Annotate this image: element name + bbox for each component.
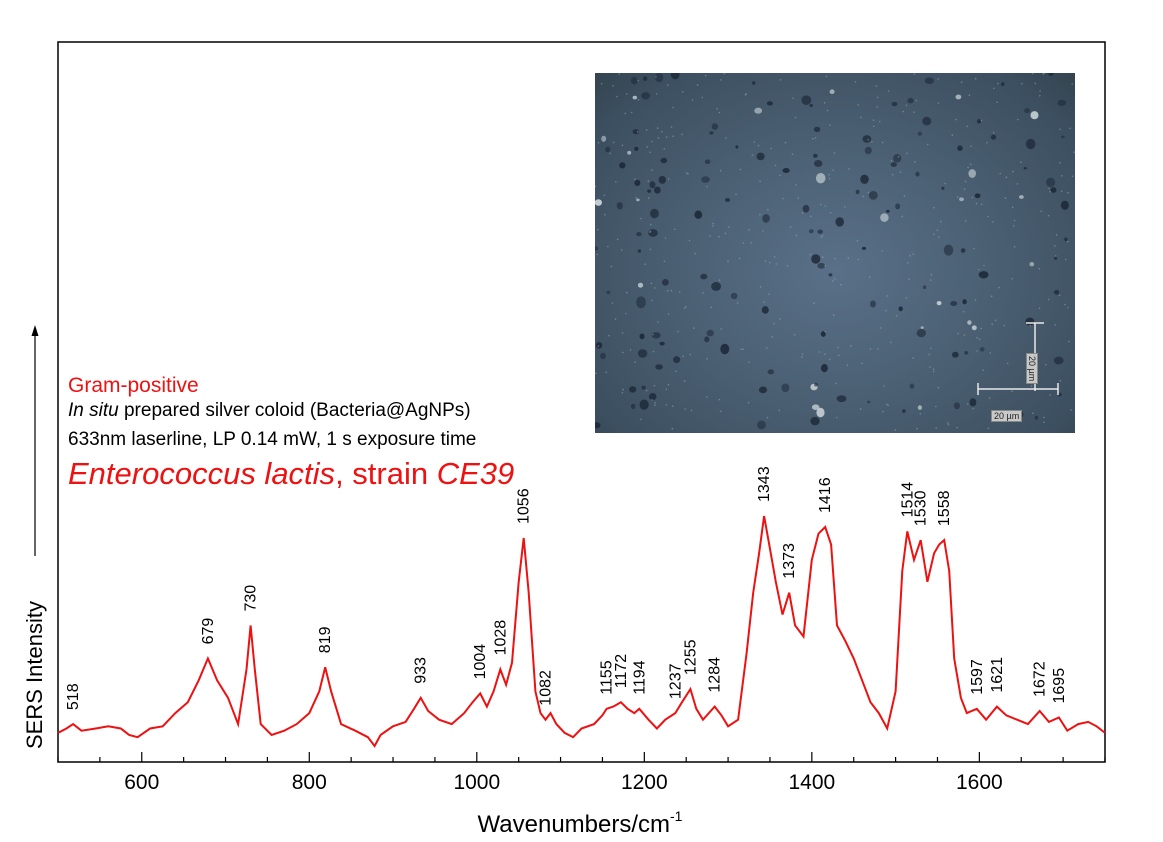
scale-label-vertical: 20 µm: [1026, 353, 1038, 385]
x-tick-label: 600: [124, 771, 159, 794]
y-axis-arrow-head: [31, 325, 39, 336]
peak-label-1514: 1514: [899, 482, 916, 518]
x-tick-label: 1000: [453, 771, 500, 794]
gram-positive-label: Gram-positive: [68, 374, 199, 397]
laser-description: 633nm laserline, LP 0.14 mW, 1 s exposur…: [68, 429, 477, 450]
peak-label-1672: 1672: [1032, 661, 1049, 697]
coloid-italic: In situ: [68, 400, 119, 421]
peak-label-730: 730: [243, 585, 260, 612]
y-axis-label-group: SERS Intensity: [22, 325, 47, 749]
coloid-description: In situ prepared silver coloid (Bacteria…: [68, 400, 471, 422]
peak-label-1004: 1004: [472, 644, 489, 680]
peak-label-679: 679: [200, 618, 217, 645]
peak-label-1056: 1056: [516, 488, 533, 524]
peak-label-1172: 1172: [613, 654, 630, 689]
x-axis-ticks: [57, 752, 1106, 762]
peak-label-819: 819: [317, 626, 334, 653]
peak-label-1194: 1194: [631, 660, 648, 695]
scale-label-horizontal: 20 µm: [991, 410, 1023, 422]
peak-label-1155: 1155: [599, 660, 616, 695]
peak-label-1343: 1343: [756, 466, 773, 502]
peak-label-1416: 1416: [817, 477, 834, 513]
peak-label-1597: 1597: [969, 659, 986, 695]
x-axis-label-exponent: -1: [670, 808, 683, 824]
scale-bar: [977, 322, 1059, 395]
peak-label-1255: 1255: [682, 639, 699, 675]
peak-label-1373: 1373: [781, 543, 798, 579]
spectrum-line: [57, 515, 1106, 748]
peak-label-1284: 1284: [707, 657, 724, 693]
x-axis-tick-labels: 600 800 1000 1200 1400 1600: [124, 771, 1002, 794]
peak-label-1530: 1530: [913, 490, 930, 526]
peak-label-1028: 1028: [492, 620, 509, 656]
x-tick-label: 1200: [621, 771, 668, 794]
microscope-texture: [595, 73, 1075, 431]
y-axis-label: SERS Intensity: [22, 601, 47, 749]
x-tick-label: 1400: [788, 771, 835, 794]
peak-label-1695: 1695: [1051, 668, 1068, 704]
species-name: Enterococcus lactis: [68, 456, 336, 491]
peak-label-518: 518: [65, 683, 82, 710]
coloid-rest: prepared silver coloid (Bacteria@AgNPs): [118, 400, 471, 421]
microscope-inset-image: 20 µm 20 µm: [595, 73, 1075, 433]
peak-label-933: 933: [413, 657, 430, 684]
peak-label-1621: 1621: [989, 657, 1006, 693]
species-strain: CE39: [436, 456, 515, 491]
x-tick-label: 800: [292, 771, 327, 794]
peak-label-1237: 1237: [667, 663, 684, 699]
species-label: Enterococcus lactis, strain CE39: [68, 456, 514, 492]
peak-label-1082: 1082: [538, 670, 555, 706]
plot-frame: [57, 41, 1106, 763]
x-axis-label: Wavenumbers/cm-1: [478, 808, 683, 838]
x-tick-label: 1600: [956, 771, 1003, 794]
peak-label-1558: 1558: [936, 490, 953, 526]
species-strain-prefix: , strain: [335, 456, 437, 491]
